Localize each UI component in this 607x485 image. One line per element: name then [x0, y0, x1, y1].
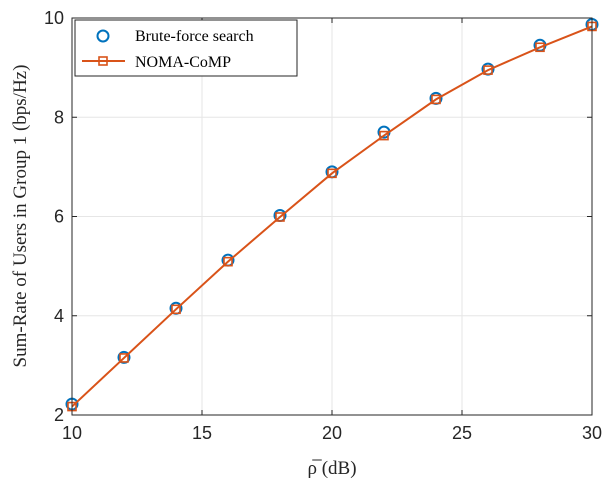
- x-tick-label: 10: [62, 423, 82, 443]
- axis-ticks: 10 15 20 25 30 2 4 6 8 10: [44, 8, 602, 443]
- legend: Brute-force search NOMA-CoMP: [74, 19, 298, 77]
- data-point-square: [535, 42, 545, 53]
- y-tick-label: 4: [54, 306, 64, 326]
- legend-label-brute-force: Brute-force search: [135, 28, 254, 45]
- x-tick-label: 25: [452, 423, 472, 443]
- data-point-square: [275, 212, 285, 222]
- y-axis-label: Sum-Rate of Users in Group 1 (bps/Hz): [10, 65, 31, 368]
- legend-label-noma-comp: NOMA-CoMP: [135, 54, 231, 71]
- y-tick-label: 2: [54, 405, 64, 425]
- series-line: [71, 25, 593, 408]
- data-point-square: [431, 94, 441, 105]
- data-point-circle: [117, 350, 131, 364]
- y-tick-label: 10: [44, 8, 64, 28]
- legend-box: [74, 19, 298, 77]
- data-point-square: [327, 168, 337, 179]
- data-point-square: [483, 65, 493, 75]
- x-axis-label: ρ̅ (dB): [307, 458, 356, 479]
- x-tick-label: 30: [582, 423, 602, 443]
- data-point-square: [379, 130, 389, 141]
- legend-marker-noma-comp: [98, 56, 108, 66]
- data-point-square: [119, 353, 129, 363]
- x-tick-label: 20: [322, 423, 342, 443]
- y-tick-label: 8: [54, 107, 64, 127]
- data-point-square: [171, 304, 181, 315]
- legend-marker-brute-force: [96, 29, 110, 43]
- data-point-square: [223, 256, 233, 267]
- y-tick-label: 6: [54, 207, 64, 227]
- plot-frame: [71, 17, 593, 416]
- x-tick-label: 15: [192, 423, 212, 443]
